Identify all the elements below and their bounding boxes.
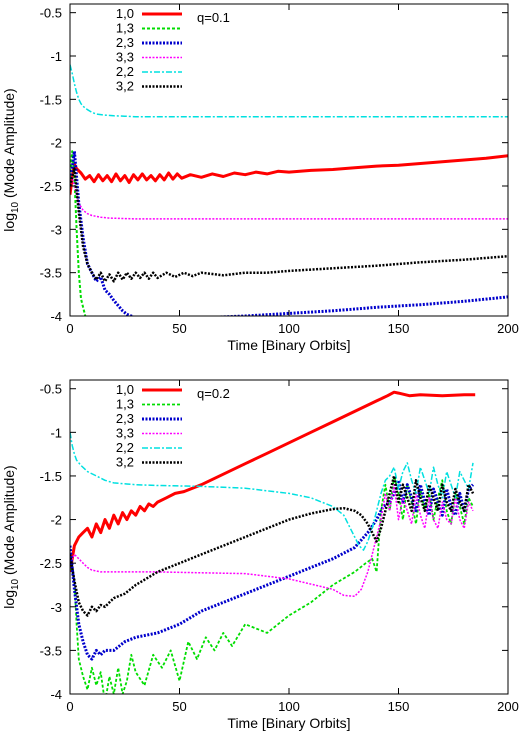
y-tick-label: -3.5 <box>40 266 62 281</box>
y-tick-label: -1 <box>50 49 62 64</box>
series-line-3-2 <box>70 167 508 283</box>
y-axis-label-sub: 10 <box>10 201 21 213</box>
y-tick-label: -4 <box>50 687 62 702</box>
y-tick-label: -2.5 <box>40 179 62 194</box>
series-line-3-3 <box>70 483 474 598</box>
y-tick-label: -1.5 <box>40 469 62 484</box>
y-tick-label: -2 <box>50 513 62 528</box>
y-tick-label: -3.5 <box>40 643 62 658</box>
legend-label: 2,2 <box>116 64 134 79</box>
legend-label: 1,0 <box>116 382 134 397</box>
x-tick-label: 50 <box>172 699 186 714</box>
y-tick-label: -2.5 <box>40 556 62 571</box>
x-tick-label: 0 <box>66 699 73 714</box>
x-tick-label: 150 <box>388 321 410 336</box>
legend-label: 2,3 <box>116 35 134 50</box>
legend: 1,01,32,33,32,23,2 <box>116 6 182 94</box>
y-axis-label: log10 (Mode Amplitude) <box>1 88 21 231</box>
y-tick-label: -1 <box>50 425 62 440</box>
y-axis-label-rest: (Mode Amplitude) <box>1 88 17 202</box>
series-line-3-2 <box>70 474 475 617</box>
y-axis-label-rest: (Mode Amplitude) <box>1 465 17 579</box>
legend-label: 3,3 <box>116 426 134 441</box>
series-line-2-3 <box>70 478 475 661</box>
legend-label: 3,2 <box>116 455 134 470</box>
y-tick-label: -0.5 <box>40 382 62 397</box>
chart-panel-2: 0 50 100 150 200 -4 -3.5 -3 -2.5 -2 -1.5 -1 -0.5 Time… <box>1 379 519 731</box>
x-tick-label: 200 <box>497 321 519 336</box>
plot-frame <box>69 379 509 695</box>
y-tick-label: -2 <box>50 136 62 151</box>
series-group <box>70 64 508 316</box>
chart-panel-1: 0 50 100 150 200 -4 -3.5 -3 -2.5 -2 -1.5 -1 -0.5 Time… <box>1 3 519 353</box>
legend-label: 1,3 <box>116 397 134 412</box>
annotation: q=0.2 <box>197 386 230 401</box>
x-axis-label: Time [Binary Orbits] <box>227 337 350 353</box>
x-tick-label: 0 <box>66 321 73 336</box>
legend-label: 2,3 <box>116 411 134 426</box>
x-axis-label: Time [Binary Orbits] <box>227 715 350 731</box>
legend: 1,01,32,33,32,23,2 <box>116 382 182 470</box>
legend-label: 1,0 <box>116 6 134 21</box>
x-tick-label: 200 <box>497 699 519 714</box>
series-line-3-3 <box>70 176 508 220</box>
legend-label: 3,2 <box>116 79 134 94</box>
y-tick-label: -3 <box>50 600 62 615</box>
y-tick-label: -0.5 <box>40 6 62 21</box>
x-tick-label: 50 <box>172 321 186 336</box>
y-tick-label: -3 <box>50 222 62 237</box>
y-axis-label-log: log <box>1 213 17 232</box>
x-tick-label: 150 <box>388 699 410 714</box>
legend-label: 3,3 <box>116 50 134 65</box>
chart-panels: 0 50 100 150 200-4-3.5-3-2.5-2-1.5-1-0.5Time… <box>1 3 519 731</box>
series-line-1-3 <box>70 150 87 316</box>
y-axis-label-log: log <box>1 590 17 609</box>
legend-label: 2,2 <box>116 440 134 455</box>
series-line-2-2 <box>70 64 508 118</box>
plot-frame <box>69 3 509 317</box>
series-line-1-0 <box>70 154 508 195</box>
series-line-1-0 <box>70 390 476 573</box>
x-tick-label: 100 <box>278 321 300 336</box>
series-line-2-3 <box>70 149 508 316</box>
y-axis-label: log10 (Mode Amplitude) <box>1 465 21 608</box>
y-axis-label-sub: 10 <box>10 578 21 590</box>
annotation: q=0.1 <box>197 10 230 25</box>
legend-label: 1,3 <box>116 21 134 36</box>
series-group <box>70 390 476 694</box>
x-tick-label: 100 <box>278 699 300 714</box>
y-tick-label: -4 <box>50 309 62 324</box>
y-tick-label: -1.5 <box>40 92 62 107</box>
